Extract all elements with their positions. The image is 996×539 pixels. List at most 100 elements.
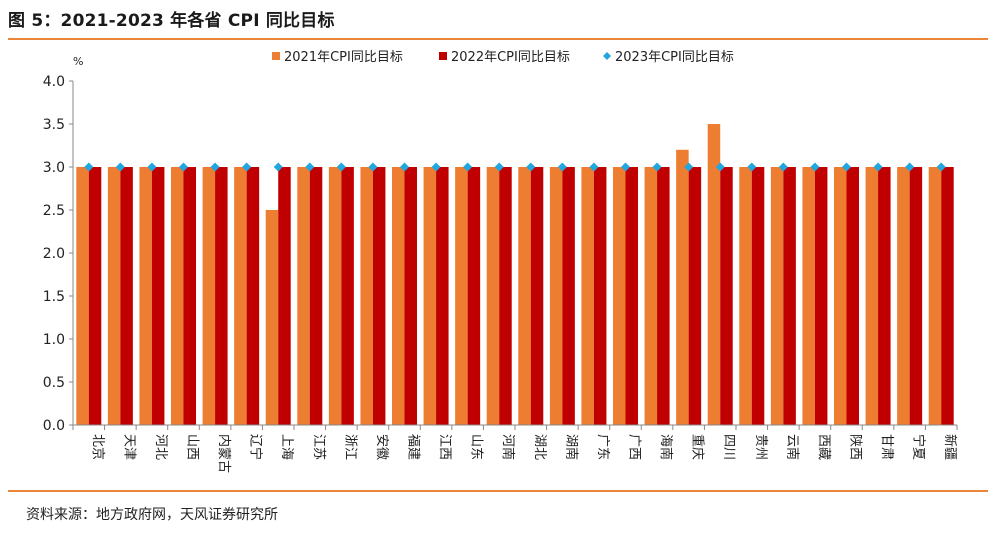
top-divider	[8, 38, 988, 40]
bar-2021-甘肃	[865, 167, 879, 425]
bar-2021-江西	[423, 167, 437, 425]
legend-label: 2022年CPI同比目标	[451, 50, 570, 65]
x-tick-label: 上海	[279, 434, 294, 460]
bar-2021-陕西	[834, 167, 847, 425]
bar-2021-贵州	[739, 167, 752, 425]
bar-2022-河北	[151, 167, 165, 425]
bar-2021-福建	[392, 167, 405, 425]
bar-2021-云南	[770, 167, 784, 425]
marker-2023-北京	[84, 162, 94, 172]
marker-2023-河北	[147, 162, 157, 172]
bar-2022-内蒙古	[215, 167, 228, 425]
y-tick-label: 2.5	[43, 203, 65, 219]
marker-2023-云南	[778, 162, 788, 172]
marker-2023-重庆	[684, 162, 694, 172]
marker-2023-湖北	[526, 162, 536, 172]
marker-2023-安徽	[368, 162, 378, 172]
marker-2023-广西	[621, 162, 630, 172]
x-tick-label: 湖北	[532, 434, 547, 460]
bar-2021-浙江	[328, 167, 342, 425]
x-tick-label: 河南	[500, 434, 516, 460]
x-tick-label: 内蒙古	[216, 434, 232, 473]
y-tick-label: 3.5	[43, 117, 65, 133]
marker-2023-河南	[494, 162, 504, 172]
legend-swatch-2022	[439, 52, 447, 60]
y-tick-label: 0.0	[43, 418, 65, 434]
legend-swatch-2021	[272, 52, 280, 60]
bar-2022-安徽	[372, 167, 386, 425]
bar-2021-广东	[581, 167, 594, 425]
x-tick-label: 宁夏	[911, 434, 927, 460]
bar-2022-山西	[183, 167, 196, 425]
marker-2023-内蒙古	[210, 162, 220, 172]
x-tick-label: 甘肃	[879, 434, 894, 460]
bar-2022-湖北	[530, 167, 544, 425]
bar-2022-江苏	[309, 167, 323, 425]
bar-2021-广西	[613, 167, 626, 425]
x-tick-label: 北京	[90, 434, 105, 460]
marker-2023-湖南	[557, 162, 567, 172]
legend-label: 2023年CPI同比目标	[615, 50, 734, 65]
marker-2023-海南	[652, 162, 662, 172]
x-tick-label: 重庆	[690, 434, 706, 460]
bar-2021-北京	[76, 167, 89, 425]
bar-2022-甘肃	[878, 167, 891, 425]
y-tick-label: 1.5	[43, 289, 65, 305]
x-tick-label: 山西	[185, 434, 200, 460]
bar-2022-浙江	[341, 167, 354, 425]
x-tick-label: 天津	[121, 434, 136, 460]
bar-2021-宁夏	[897, 167, 910, 425]
bar-2021-重庆	[676, 149, 689, 426]
x-tick-label: 江苏	[311, 434, 327, 460]
bar-2022-河南	[499, 167, 512, 425]
source-note: 资料来源：地方政府网，天风证券研究所	[26, 507, 278, 523]
bar-2022-新疆	[941, 167, 954, 425]
bar-2022-西藏	[814, 167, 828, 425]
bar-2022-重庆	[688, 167, 702, 425]
y-tick-label: 0.5	[43, 375, 65, 391]
bar-2021-河北	[139, 167, 152, 425]
bar-chart: 2021年CPI同比目标 2022年CPI同比目标 2023年CPI同比目标% 0.0…	[43, 50, 958, 473]
bar-2022-上海	[278, 167, 291, 425]
y-tick-label: 3.0	[43, 160, 65, 176]
y-tick-label: 1.0	[43, 332, 65, 348]
bar-2022-四川	[720, 167, 733, 425]
y-tick-label: 2.0	[43, 246, 65, 262]
bar-2021-山东	[455, 167, 468, 425]
marker-2023-贵州	[747, 162, 757, 172]
bar-2022-湖南	[562, 167, 575, 425]
x-tick-label: 西藏	[816, 434, 831, 460]
bar-2022-云南	[783, 167, 796, 425]
marker-2023-甘肃	[873, 162, 883, 172]
bottom-divider	[8, 490, 988, 492]
marker-2023-山东	[463, 162, 473, 172]
bar-2021-四川	[707, 124, 721, 425]
bar-2022-山东	[467, 167, 481, 425]
bar-2021-湖北	[518, 167, 531, 425]
x-tick-label: 四川	[721, 434, 736, 460]
bar-2022-北京	[88, 167, 102, 425]
bar-2021-海南	[644, 167, 658, 425]
marker-2023-四川	[715, 162, 725, 172]
x-tick-label: 海南	[658, 434, 674, 460]
x-tick-label: 浙江	[342, 434, 357, 460]
bar-2021-上海	[265, 210, 279, 425]
bar-2021-内蒙古	[202, 167, 216, 425]
marker-2023-陕西	[842, 162, 851, 172]
marker-2023-浙江	[336, 162, 346, 172]
marker-2023-江西	[431, 162, 441, 172]
bar-2021-安徽	[360, 167, 373, 425]
x-tick-label: 陕西	[848, 434, 863, 460]
x-tick-label: 广西	[627, 434, 642, 460]
bar-2021-山西	[171, 167, 184, 425]
bar-2021-湖南	[549, 167, 563, 425]
legend-label: 2021年CPI同比目标	[284, 50, 403, 65]
bar-2021-河南	[486, 167, 500, 425]
x-tick-label: 新疆	[942, 434, 958, 460]
bar-2022-福建	[404, 167, 417, 425]
legend-marker-2023	[603, 52, 611, 60]
y-tick-label: 4.0	[43, 74, 65, 90]
bar-2021-辽宁	[234, 167, 247, 425]
bar-2022-天津	[120, 167, 133, 425]
bar-2022-贵州	[751, 167, 765, 425]
